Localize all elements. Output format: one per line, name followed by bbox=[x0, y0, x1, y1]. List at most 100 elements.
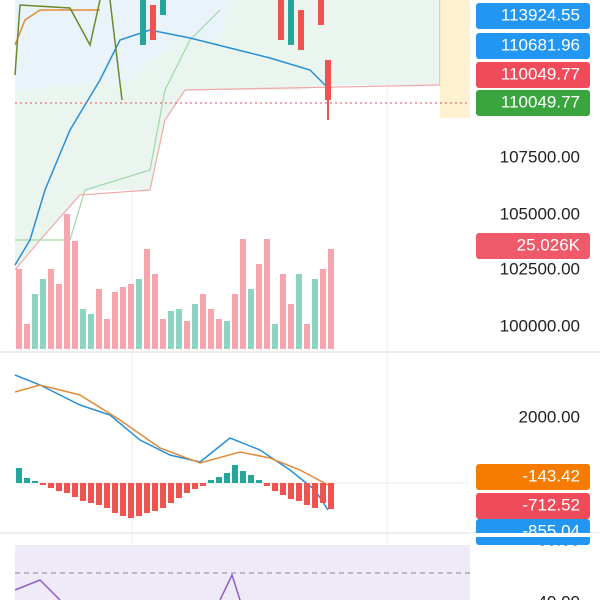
macd-bar bbox=[160, 483, 166, 508]
volume-bar bbox=[200, 294, 206, 349]
volume-bar bbox=[272, 324, 278, 349]
volume-bar bbox=[296, 274, 302, 349]
volume-bar bbox=[216, 319, 222, 349]
macd-bar bbox=[144, 483, 150, 513]
volume-bar bbox=[144, 249, 150, 349]
macd-bar bbox=[224, 473, 230, 483]
macd-bar bbox=[32, 481, 38, 483]
volume-bar bbox=[80, 309, 86, 349]
volume-bar bbox=[40, 279, 46, 349]
badge-bg bbox=[476, 62, 590, 88]
axis-label: 102500.00 bbox=[500, 259, 580, 278]
badge-text: 110681.96 bbox=[501, 35, 580, 54]
badge-bg bbox=[476, 233, 590, 259]
volume-bar bbox=[152, 274, 158, 349]
macd-bar bbox=[128, 483, 134, 518]
badge-text: 110049.77 bbox=[501, 92, 580, 111]
price-badge: 110049.77 bbox=[476, 62, 590, 88]
volume-bar bbox=[72, 241, 78, 349]
pane-cover bbox=[470, 533, 600, 537]
macd-bar bbox=[48, 483, 54, 488]
macd-bar bbox=[192, 483, 198, 489]
volume-bar bbox=[64, 214, 70, 349]
macd-bar bbox=[88, 483, 94, 503]
volume-bar bbox=[264, 239, 270, 349]
macd-bar bbox=[232, 465, 238, 483]
macd-bar bbox=[152, 483, 158, 511]
axis-label: 40.00 bbox=[537, 592, 580, 600]
macd-bar bbox=[208, 480, 214, 483]
volume-bar bbox=[160, 319, 166, 349]
macd-bar bbox=[328, 483, 334, 509]
macd-bar bbox=[168, 483, 174, 503]
price-badge: 110049.77 bbox=[476, 90, 590, 116]
macd-bar bbox=[40, 483, 46, 485]
badge-text: -855.04 bbox=[522, 521, 580, 540]
volume-bar bbox=[32, 294, 38, 349]
volume-bar bbox=[312, 279, 318, 349]
signal-line bbox=[14, 384, 329, 486]
macd-line bbox=[14, 374, 329, 511]
macd-bar bbox=[248, 475, 254, 483]
price-badge: 110681.96 bbox=[476, 33, 590, 59]
span-line bbox=[14, 0, 441, 271]
volume-bar bbox=[184, 321, 190, 349]
volume-bar bbox=[16, 269, 22, 349]
volume-bar bbox=[232, 294, 238, 349]
volume-bar bbox=[168, 311, 174, 349]
badge-text: -712.52 bbox=[522, 495, 580, 514]
candles bbox=[140, 0, 331, 120]
ma-line bbox=[14, 29, 331, 266]
ma-line bbox=[14, 0, 123, 101]
badge-bg bbox=[476, 493, 590, 519]
macd-bar bbox=[56, 483, 62, 491]
volume-bar bbox=[192, 304, 198, 349]
macd-bar bbox=[320, 483, 326, 503]
volume-bar bbox=[304, 324, 310, 349]
badge-bg bbox=[476, 33, 590, 59]
axis-label: 105000.00 bbox=[500, 204, 580, 223]
volume-bar bbox=[120, 287, 126, 349]
macd-bar bbox=[64, 483, 70, 493]
macd-bar bbox=[312, 483, 318, 508]
volume-bar bbox=[128, 284, 134, 349]
volume-bar bbox=[56, 284, 62, 349]
badge-text: 110049.77 bbox=[501, 64, 580, 83]
volume-bar bbox=[320, 269, 326, 349]
macd-bar bbox=[216, 477, 222, 483]
badge-bg bbox=[476, 519, 590, 545]
macd-bar bbox=[184, 483, 190, 493]
macd-bar bbox=[200, 483, 206, 486]
macd-bar bbox=[304, 483, 310, 505]
macd-bar bbox=[120, 483, 126, 516]
macd-bar bbox=[176, 483, 182, 498]
volume-profile bbox=[410, 0, 470, 118]
volume-bar bbox=[288, 304, 294, 349]
macd-bar bbox=[80, 483, 86, 501]
axis-label: 107500.00 bbox=[500, 147, 580, 166]
ma-line bbox=[14, 9, 100, 46]
cloud bbox=[15, 0, 230, 90]
rsi-line bbox=[14, 572, 241, 600]
macd-bar bbox=[264, 483, 270, 486]
macd-bar bbox=[112, 483, 118, 513]
macd-bar bbox=[16, 468, 22, 483]
badge-bg bbox=[476, 3, 590, 29]
volume-bar bbox=[112, 292, 118, 349]
macd-bar bbox=[72, 483, 78, 497]
volume-bar bbox=[280, 274, 286, 349]
volume-bar bbox=[248, 289, 254, 349]
badge-text: 113924.55 bbox=[501, 5, 580, 24]
badge-bg bbox=[476, 464, 590, 490]
volume-bar bbox=[240, 239, 246, 349]
volume-bar bbox=[136, 279, 142, 349]
macd-bar bbox=[296, 483, 302, 501]
macd-bar bbox=[256, 480, 262, 483]
axis-label: 100000.00 bbox=[500, 316, 580, 335]
macd-bar bbox=[24, 478, 30, 483]
volume-bar bbox=[104, 319, 110, 349]
macd-bar bbox=[240, 471, 246, 483]
price-badge: 113924.55 bbox=[476, 3, 590, 29]
volume-bar bbox=[328, 249, 334, 349]
macd-bar bbox=[288, 483, 294, 499]
